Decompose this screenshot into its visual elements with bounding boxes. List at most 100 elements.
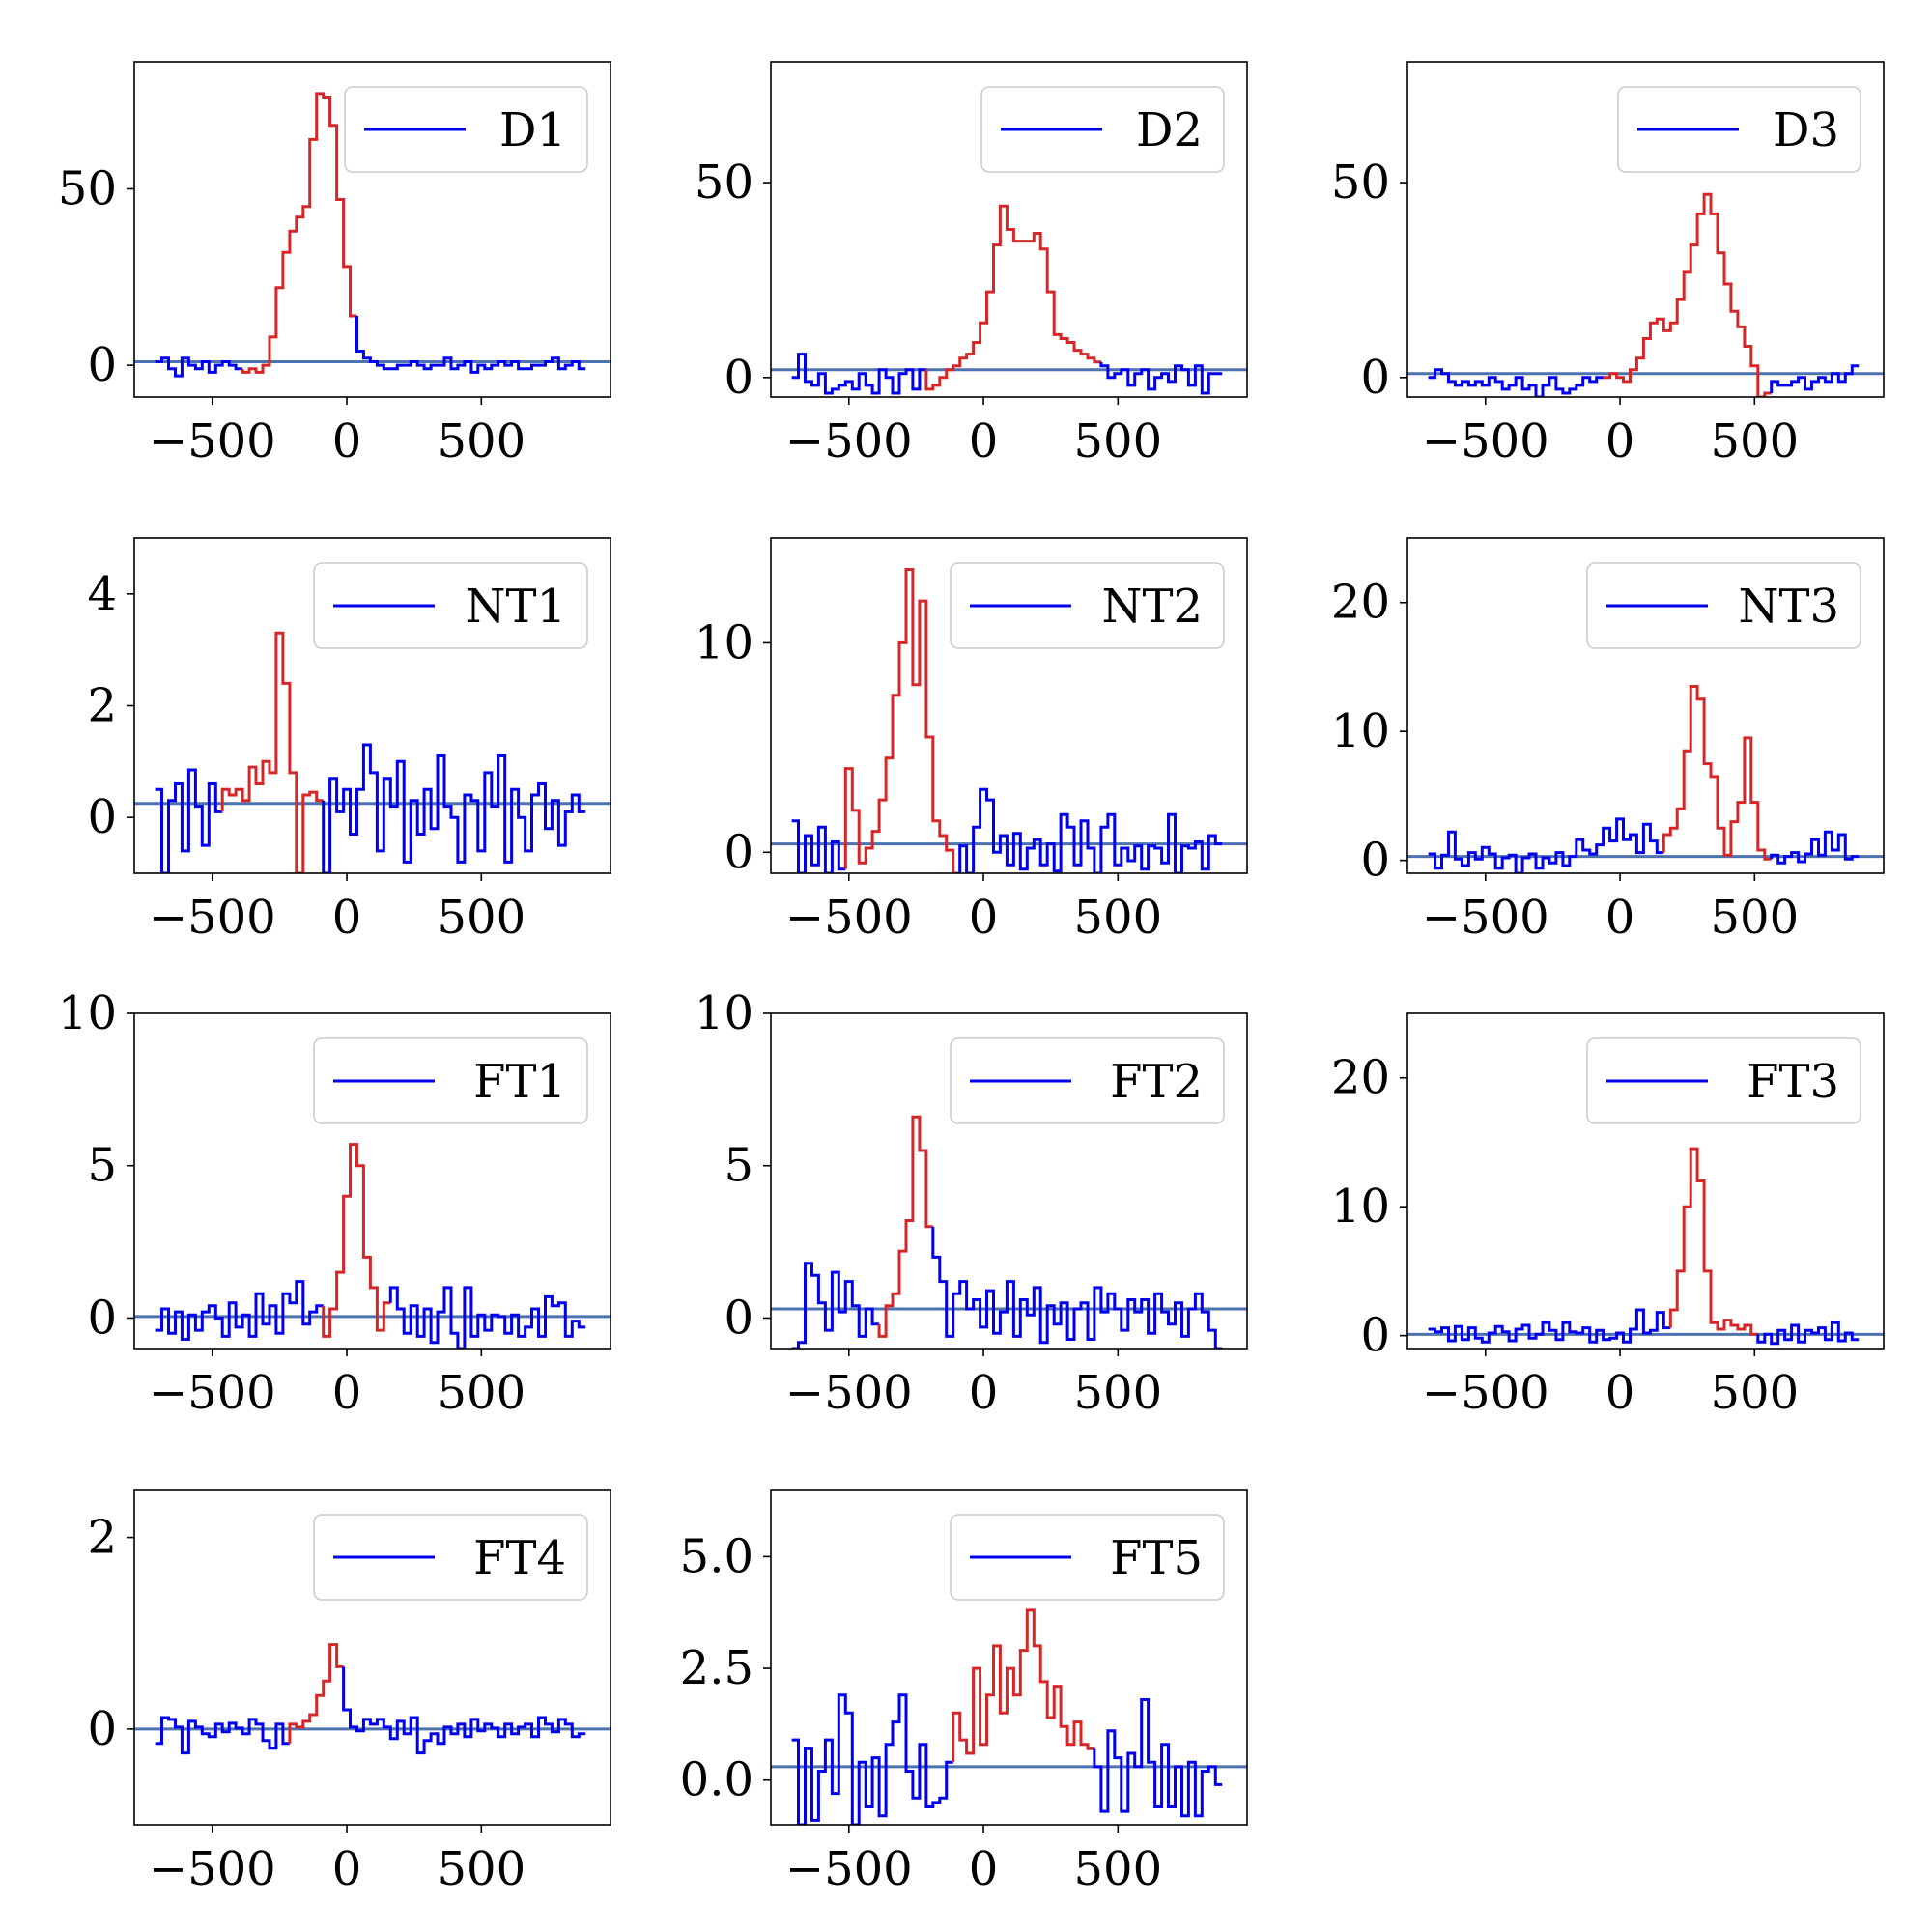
noise-trace xyxy=(1093,1698,1223,1818)
noise-trace xyxy=(1770,830,1860,865)
x-tick-label: −500 xyxy=(149,414,276,469)
x-tick-label: 0 xyxy=(332,1366,362,1420)
noise-trace xyxy=(791,1262,880,1349)
legend-label: NT1 xyxy=(465,580,566,634)
signal-trace xyxy=(924,204,1101,391)
legend-box xyxy=(950,1037,1225,1124)
signal-trace xyxy=(1603,192,1772,397)
legend: FT3 xyxy=(1586,1037,1861,1124)
plot-area xyxy=(771,204,1247,395)
noise-trace xyxy=(155,1280,324,1341)
axes-frame xyxy=(770,1012,1248,1350)
x-tick-label: 500 xyxy=(437,1366,526,1420)
axes-frame xyxy=(1406,61,1885,398)
x-tick-label: −500 xyxy=(1422,414,1549,469)
y-tick-label: 0 xyxy=(724,825,753,879)
legend: NT3 xyxy=(1586,562,1861,649)
y-tick-label: 5 xyxy=(87,1139,117,1193)
noise-trace xyxy=(155,356,243,378)
x-tick-label: 500 xyxy=(1073,891,1162,945)
legend-box xyxy=(950,562,1225,649)
signal-trace xyxy=(1662,685,1772,861)
y-tick-label: 0 xyxy=(87,1291,117,1345)
x-tick-label: 0 xyxy=(1605,414,1635,469)
y-tick-label: 10 xyxy=(1331,1179,1390,1234)
x-tick-label: 0 xyxy=(332,891,362,945)
y-tick-label: 0 xyxy=(1360,834,1390,888)
x-tick-label: 500 xyxy=(1710,414,1799,469)
x-tick-label: −500 xyxy=(785,891,913,945)
plot-area xyxy=(1407,1147,1884,1346)
y-tick-label: 50 xyxy=(695,156,753,210)
x-tick-label: 0 xyxy=(969,1842,999,1896)
x-tick-label: 500 xyxy=(437,414,526,469)
noise-trace xyxy=(1099,361,1223,395)
legend-box xyxy=(344,86,588,173)
legend-box xyxy=(950,1514,1225,1601)
legend-label: D2 xyxy=(1136,103,1203,157)
legend-box xyxy=(1586,1037,1861,1124)
legend: FT5 xyxy=(950,1514,1225,1601)
x-tick-label: −500 xyxy=(785,414,913,469)
noise-trace xyxy=(791,819,846,873)
signal-trace xyxy=(322,1143,391,1338)
legend-label: NT3 xyxy=(1738,580,1839,634)
axes-frame xyxy=(770,61,1248,398)
x-tick-label: 500 xyxy=(1073,1366,1162,1420)
plot-area xyxy=(134,92,611,378)
legend: D1 xyxy=(344,86,588,173)
noise-trace xyxy=(791,1693,953,1825)
y-tick-label: 5 xyxy=(724,1139,753,1193)
x-tick-label: 0 xyxy=(1605,891,1635,945)
x-tick-label: 0 xyxy=(332,1842,362,1896)
y-tick-label: 10 xyxy=(1331,704,1390,758)
x-tick-label: 500 xyxy=(1710,1366,1799,1420)
noise-trace xyxy=(388,1286,586,1349)
x-tick-label: 500 xyxy=(1073,414,1162,469)
x-tick-label: −500 xyxy=(1422,1366,1549,1420)
x-tick-label: 500 xyxy=(437,1842,526,1896)
plot-area xyxy=(771,1608,1247,1825)
y-tick-label: 0 xyxy=(87,338,117,392)
legend-label: FT5 xyxy=(1110,1531,1203,1585)
y-tick-label: 10 xyxy=(695,615,753,669)
plot-area xyxy=(1407,685,1884,873)
x-tick-label: 0 xyxy=(969,1366,999,1420)
y-tick-label: 0 xyxy=(1360,1309,1390,1363)
x-tick-label: 500 xyxy=(1073,1842,1162,1896)
legend-label: FT2 xyxy=(1110,1055,1203,1109)
signal-trace xyxy=(843,568,960,873)
x-tick-label: −500 xyxy=(149,1366,276,1420)
legend-box xyxy=(313,562,588,649)
y-tick-label: 5.0 xyxy=(680,1529,753,1583)
x-tick-label: −500 xyxy=(785,1366,913,1420)
signal-trace xyxy=(877,1115,933,1338)
noise-trace xyxy=(342,1666,586,1755)
legend-box xyxy=(313,1037,588,1124)
y-tick-label: 0 xyxy=(724,1291,753,1345)
y-tick-label: 20 xyxy=(1331,1051,1390,1105)
noise-trace xyxy=(1756,1321,1860,1346)
y-tick-label: 4 xyxy=(87,567,117,621)
noise-trace xyxy=(791,353,926,395)
y-tick-label: 50 xyxy=(1331,156,1390,210)
noise-trace xyxy=(1428,817,1664,873)
y-tick-label: 0 xyxy=(87,790,117,844)
axes-frame xyxy=(770,1489,1248,1826)
axes-frame xyxy=(770,537,1248,874)
x-tick-label: −500 xyxy=(149,891,276,945)
axes-frame xyxy=(133,61,611,398)
panel-d1: −500 0 500 0 50 D1 xyxy=(58,61,611,469)
panel-ft3: −500 0 500 0 10 20 FT3 xyxy=(1331,1012,1885,1420)
signal-trace xyxy=(241,92,357,374)
noise-trace xyxy=(155,768,223,873)
legend-label: D3 xyxy=(1773,103,1839,157)
signal-trace xyxy=(1668,1147,1758,1336)
plot-area xyxy=(134,631,611,873)
y-tick-label: 2 xyxy=(87,679,117,733)
legend-label: FT1 xyxy=(473,1055,566,1109)
noise-trace xyxy=(355,316,586,374)
legend: D2 xyxy=(980,86,1225,173)
panel-ft2: −500 0 500 0 5 10 FT2 xyxy=(695,986,1248,1420)
panel-d2: −500 0 500 0 50 D2 xyxy=(695,61,1248,469)
